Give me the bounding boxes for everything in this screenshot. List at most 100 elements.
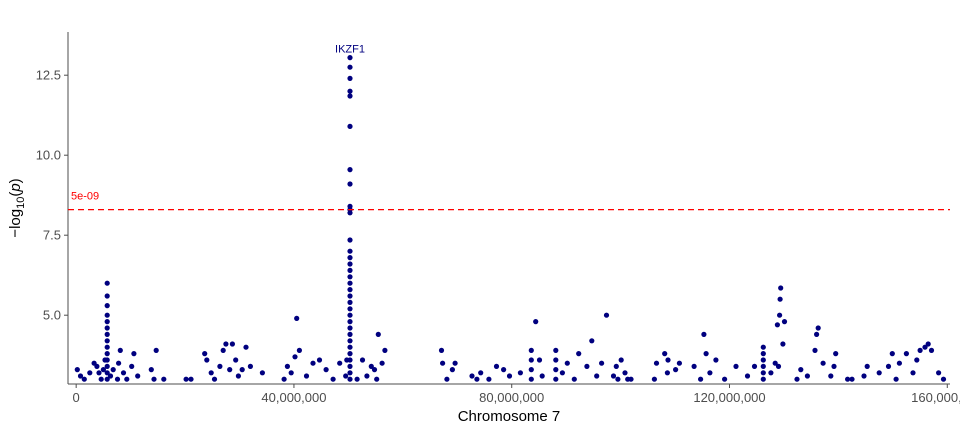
snp-point [493,363,500,369]
snp-point [876,370,882,376]
x-tick-label: 160,000,000 [911,390,960,405]
snp-point [151,376,157,382]
snp-point [925,341,931,347]
snp-point [316,357,323,363]
snp-point [440,360,446,366]
snp-point [676,360,683,366]
snp-point [553,367,559,373]
y-title-subscript: 10 [15,197,27,209]
y-title-part: ( [7,192,24,197]
snp-point [539,373,545,379]
snp-point [703,351,709,357]
snp-point [104,351,110,357]
snp-point [469,373,475,379]
snp-point [208,370,214,376]
snp-point [452,360,458,366]
snp-point [564,360,570,366]
snp-point [622,370,628,376]
snp-point [233,357,239,363]
snp-point [936,370,942,376]
snp-point [610,373,617,379]
snp-point [292,354,298,360]
snp-point [917,347,923,353]
snp-point [104,280,110,286]
snp-point [438,347,445,353]
snp-point [323,367,329,373]
gene-label: IKZF1 [335,44,365,56]
snp-point [204,357,210,363]
snp-point [374,376,380,382]
snp-point [347,351,353,357]
snp-point [359,357,366,363]
snp-point [910,370,916,376]
x-axis-title: Chromosome 7 [458,408,561,425]
snp-point [347,181,353,187]
snp-point [310,360,316,366]
snp-point [812,347,818,353]
snp-point [343,373,349,379]
snp-point [618,357,624,363]
snp-point [330,376,336,382]
snp-point [303,373,310,379]
snp-point [337,360,343,366]
snp-point [474,376,480,382]
snp-point [347,267,353,273]
y-tick-label: 10.0 [36,148,61,163]
snp-point [486,376,492,382]
snp-point [528,367,534,373]
snp-point [211,376,218,382]
snp-point [833,351,839,357]
snp-point [129,363,135,369]
snp-point [760,351,766,357]
snp-point [259,370,265,376]
snp-point [664,370,671,376]
snp-point [243,344,249,350]
snp-point [815,325,821,331]
snp-point [347,325,353,331]
snp-point [814,331,820,337]
snp-point [104,363,110,369]
data-points [74,55,947,382]
snp-point [347,331,353,337]
y-tick-label: 12.5 [36,68,61,83]
snp-point [849,376,855,382]
snp-point [885,363,892,369]
snp-point [347,357,353,363]
snp-point [653,360,660,366]
snp-point [347,55,353,61]
snp-point [889,351,895,357]
snp-point [701,331,707,337]
snp-point [104,325,110,331]
snp-point [347,274,353,280]
snp-point [768,370,774,376]
snp-point [553,376,559,382]
snp-point [100,367,106,373]
snp-point [183,376,189,382]
snp-point [96,370,102,376]
snp-point [116,360,122,366]
snp-point [202,351,208,357]
snp-point [845,376,851,382]
snp-point [501,367,507,373]
snp-point [296,347,302,353]
snp-point [449,367,455,373]
snp-point [528,357,534,363]
snp-point [528,347,534,353]
snp-point [131,351,137,357]
snp-point [347,255,353,261]
snp-point [347,363,353,369]
gene-labels: IKZF1 [335,44,365,56]
snp-point [940,376,947,382]
snp-point [794,376,800,382]
snp-point [161,376,167,382]
snp-point [707,370,713,376]
snp-point [347,261,353,267]
snp-point [288,370,294,376]
snp-point [284,363,290,369]
snp-point [379,360,385,366]
snp-point [478,370,484,376]
x-tick-label: 120,000,000 [693,390,765,405]
snp-point [347,280,353,286]
snp-point [861,373,867,379]
